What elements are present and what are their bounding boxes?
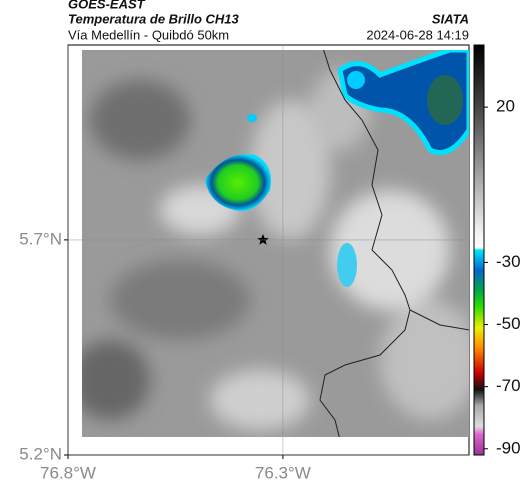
title: GOES-EAST bbox=[68, 0, 146, 11]
colorbar bbox=[473, 44, 485, 456]
timestamp: 2024-06-28 14:19 bbox=[366, 27, 469, 42]
colorbar-tick-label: -70 bbox=[496, 376, 521, 395]
colorbar-tick-label: -50 bbox=[496, 314, 521, 333]
colorbar-tick-label: 20 bbox=[496, 97, 515, 116]
city-marker bbox=[257, 234, 269, 245]
location: Vía Medellín - Quibdó 50km bbox=[68, 27, 229, 42]
source: SIATA bbox=[432, 11, 469, 26]
y-tick-label: 5.2°N bbox=[19, 444, 62, 463]
colorbar-tick-label: -90 bbox=[496, 438, 521, 457]
satellite-image bbox=[82, 50, 469, 437]
y-tick-label: 5.7°N bbox=[19, 229, 62, 248]
colorbar-tick-label: -30 bbox=[496, 252, 521, 271]
axes: 76.8°W 76.3°W 5.7°N 5.2°N bbox=[19, 45, 469, 482]
subtitle: Temperatura de Brillo CH13 bbox=[68, 11, 240, 26]
x-tick-label: 76.8°W bbox=[40, 463, 96, 482]
x-tick-label: 76.3°W bbox=[255, 463, 311, 482]
